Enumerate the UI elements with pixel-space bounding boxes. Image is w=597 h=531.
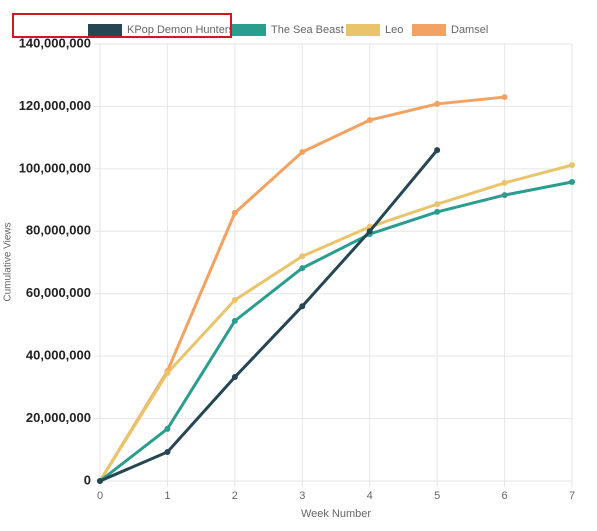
y-tick-label: 60,000,000 xyxy=(26,285,91,300)
data-point xyxy=(164,425,171,432)
data-point xyxy=(434,201,441,208)
y-tick-label: 0 xyxy=(84,472,91,487)
series-line xyxy=(98,163,573,482)
data-point xyxy=(164,448,171,455)
y-tick-label: 40,000,000 xyxy=(26,348,91,363)
data-point xyxy=(434,100,441,107)
data-point xyxy=(501,192,508,199)
grid xyxy=(94,43,573,487)
data-point xyxy=(501,179,508,186)
x-tick-label: 1 xyxy=(164,490,170,502)
y-axis-title: Cumulative Views xyxy=(3,222,14,301)
x-tick-label: 2 xyxy=(232,490,238,502)
highlight-box xyxy=(12,13,232,38)
series-line xyxy=(99,149,439,483)
data-point xyxy=(569,178,575,185)
data-point xyxy=(434,208,441,215)
data-point xyxy=(231,296,238,303)
legend-swatch xyxy=(88,24,122,36)
data-point xyxy=(299,303,306,310)
y-tick-label: 20,000,000 xyxy=(26,410,91,425)
legend-swatch xyxy=(412,24,446,36)
legend-swatch xyxy=(232,24,266,36)
lines xyxy=(97,94,575,484)
legend-label: KPop Demon Hunters xyxy=(127,24,234,36)
data-point xyxy=(231,209,238,216)
y-tick-label: 140,000,000 xyxy=(19,35,91,50)
x-tick-label: 5 xyxy=(434,490,440,502)
data-point xyxy=(299,253,306,260)
data-point xyxy=(366,228,373,235)
series-line xyxy=(99,180,573,483)
y-tick-label: 120,000,000 xyxy=(19,98,91,113)
data-point xyxy=(231,374,238,381)
data-point xyxy=(231,317,238,324)
legend-swatch xyxy=(346,24,380,36)
x-tick-label: 7 xyxy=(569,490,575,502)
data-point xyxy=(164,369,171,376)
legend-label: The Sea Beast xyxy=(271,24,344,36)
data-point xyxy=(299,265,306,272)
labels: 0 20,000,000 40,000,000 60,000,000 80,000,00… xyxy=(19,24,575,502)
data-point xyxy=(97,478,103,484)
data-point xyxy=(366,117,373,124)
data-point xyxy=(299,149,306,156)
legend-label: Damsel xyxy=(451,24,488,36)
x-tick-label: 6 xyxy=(502,490,508,502)
y-tick-label: 80,000,000 xyxy=(26,223,91,238)
data-point xyxy=(501,94,508,101)
data-point xyxy=(569,162,575,169)
legend-label: Leo xyxy=(385,24,403,36)
x-tick-label: 0 xyxy=(97,490,103,502)
y-tick-label: 100,000,000 xyxy=(19,160,91,175)
data-point xyxy=(434,147,441,154)
x-axis-title: Week Number xyxy=(301,508,371,520)
x-tick-label: 4 xyxy=(367,490,373,502)
x-tick-label: 3 xyxy=(299,490,305,502)
